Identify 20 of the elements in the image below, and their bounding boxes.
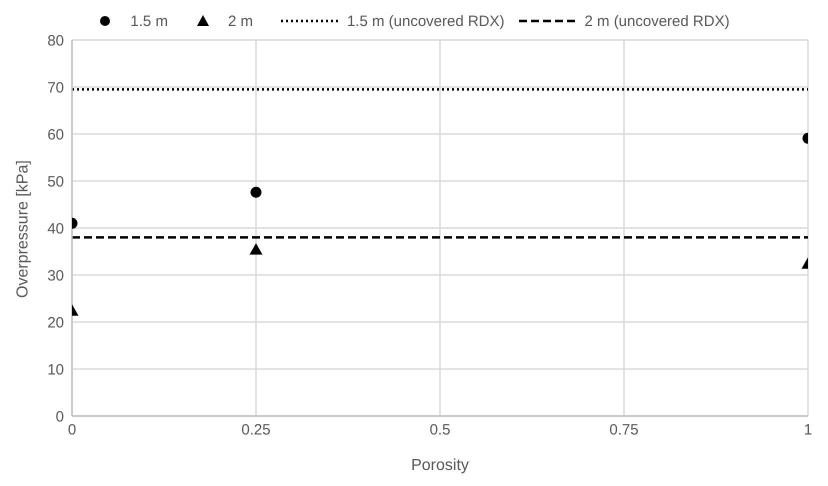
x-axis-title: Porosity bbox=[411, 457, 469, 474]
y-tick-label: 70 bbox=[47, 79, 64, 96]
x-tick-label: 0.5 bbox=[430, 422, 450, 439]
x-tick-label: 0.75 bbox=[609, 422, 639, 439]
y-tick-label: 80 bbox=[47, 32, 64, 50]
x-tick-label: 1 bbox=[804, 422, 812, 439]
legend-label: 2 m (uncovered RDX) bbox=[584, 12, 730, 30]
x-tick-label: 0.25 bbox=[241, 422, 271, 439]
y-tick-label: 50 bbox=[47, 173, 64, 190]
y-tick-label: 60 bbox=[47, 126, 64, 144]
y-tick-label: 20 bbox=[47, 314, 64, 332]
legend-label: 1.5 m (uncovered RDX) bbox=[346, 12, 505, 30]
legend-label: 2 m bbox=[228, 12, 253, 30]
y-axis-title: Overpressure [kPa] bbox=[14, 160, 32, 298]
y-tick-label: 40 bbox=[47, 220, 64, 238]
y-tick-label: 0 bbox=[56, 408, 64, 426]
x-tick-label: 0 bbox=[68, 422, 76, 439]
y-tick-label: 10 bbox=[47, 361, 64, 378]
legend-label: 1.5 m bbox=[130, 12, 168, 30]
y-tick-label: 30 bbox=[47, 267, 64, 284]
